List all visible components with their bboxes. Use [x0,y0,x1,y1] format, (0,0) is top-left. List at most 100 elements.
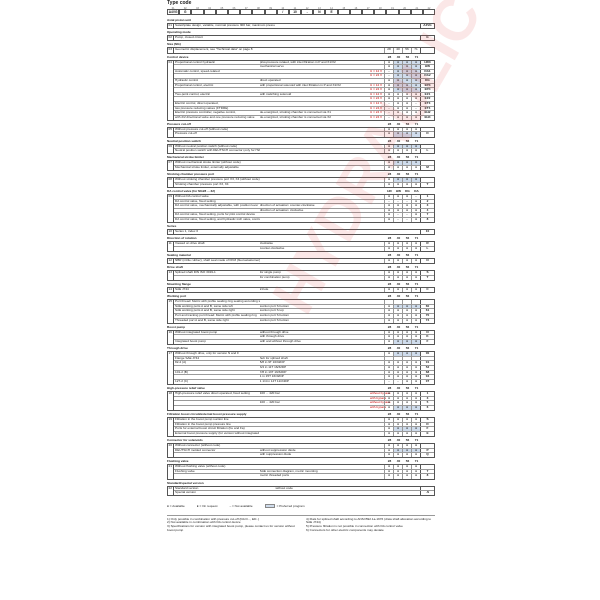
section-title: High-pressure relief valve [167,385,205,390]
option-row: Filtration in the boost pump suction lin… [174,417,434,423]
section-header: High-pressure relief valve 28 40 56 71 [167,385,435,391]
availability-cell: ● [384,313,393,318]
availability-cell: ● [393,318,402,323]
option-text: Neutral position switch with DEUTSCH con… [175,149,260,153]
availability-cell: ● [384,287,393,293]
availability-cell: ● [402,443,411,448]
availability-cell: ● [393,106,402,111]
availability-cell: ● [411,217,420,223]
option-text [174,366,260,370]
footnote: 3) Specifications for version with integ… [167,524,295,532]
availability-cell: ● [384,60,393,65]
availability-cell: ● [402,465,411,469]
option-code: 01 [420,361,434,365]
option-detail [275,36,406,40]
availability-cell: ● [402,330,411,335]
section-header: Connector for solenoids 28 40 56 71 [167,437,435,443]
option-detail [260,432,370,436]
size-header: 40 [396,138,401,143]
footnote: 5) Pressure filtration is not possible i… [306,524,403,529]
code-cell: 10/ [276,7,289,15]
availability-cell: ● [402,60,411,65]
option-code: 1 [420,391,434,396]
availability-cell: ● [402,208,411,213]
option-condition [370,247,384,251]
availability-cell: ● [411,199,420,204]
option-text [174,375,260,379]
code-cell: 16 [349,7,362,15]
availability-cell: ● [411,178,420,182]
option-condition [370,213,384,217]
availability-cell: ● [384,422,393,427]
option-row: Threaded port A and B, same side right su… [174,318,434,323]
option-row: Without integrated boost pump without thr… [174,330,434,336]
position-number: 22 [168,486,174,496]
code-cell: 13 N [313,7,326,15]
size-header: 40 [396,346,401,351]
option-text: DEUTSCH molded connector [175,448,216,452]
option-text [174,453,260,457]
size-header: 40 [396,253,401,258]
availability-cell: ● [393,110,402,115]
code-position: 22 [427,7,431,10]
option-condition [370,218,384,222]
option-condition [370,259,384,263]
option-condition [370,300,384,304]
option-condition: U = 24 V [370,96,383,101]
option-row: with through drive ● ● ● ● K [174,335,434,341]
option-text: DA control valve, mechanically adjustabl… [175,204,259,208]
section: Series 10 Series 1, index 0 10 [167,224,435,236]
position-number: 15 [168,300,174,323]
footnote: 1) Only possible in combination with pre… [167,516,260,521]
section-box: 18 High-pressure relief valve direct oper… [167,390,435,411]
section-box: 15 Port thread: Metric with profile seali… [167,299,435,324]
availability-cell: ● [411,92,420,97]
option-row: SAE J744 2-hole ● ● ● ● C [174,287,434,293]
size-header: 40 [396,411,401,416]
option-text: two pressure reducing valves (FTDRE) [175,106,229,110]
option-detail: with suppression diode [259,453,292,457]
section-header: Drive shaft 28 40 56 71 [167,266,435,270]
availability-cell: ● [402,469,411,474]
availability-cell: ● [384,365,393,370]
code-header [421,439,435,443]
option-code [420,443,434,448]
availability-cell: ● [393,127,402,132]
size-header: 40 [396,236,401,241]
legend-preferred-label: = Preferred program [276,504,305,509]
option-detail [260,97,370,101]
option-code: 3 [420,396,434,401]
code-value: A4VG [168,10,178,14]
option-detail [260,213,370,217]
size-header: 28 [387,346,392,351]
code-header [421,295,435,299]
availability-cell: ● [384,469,393,474]
position-number: 07 [168,161,174,171]
size-header: 71 [414,54,419,59]
availability-cell [402,356,411,361]
option-text: Port thread: Metric with profile sealing… [175,300,260,304]
section-box: 17 Without through drive, only for versio… [167,351,435,385]
availability-cell: ● [393,422,402,427]
option-row: Proportional control, electric with propo… [174,83,434,89]
option-code: 68 [420,370,434,375]
option-row: Integrated boost pump with and without th… [174,339,434,345]
availability-cell: ● [393,365,402,370]
option-condition: U = 12 V [370,91,383,96]
option-condition [370,166,384,170]
section-header: Mechanical stroke limiter 28 40 56 71 [167,156,435,160]
code-cell: 01 A4VG [167,7,180,15]
legend-preferred: = Preferred program [264,504,305,509]
option-condition [370,361,384,365]
option-row: Without DA control valve ● ● ● –1 [174,194,434,200]
option-text [174,209,260,213]
availability-cell: ● [402,194,411,199]
option-code: -S [420,490,434,496]
availability-cell: ● [393,474,402,479]
position-number: 13 [168,271,174,281]
section: Working port 28 40 56 71 15 Port thread: Metri… [167,294,435,324]
option-rows: Proportional control hydraulic pilot-pres… [174,60,434,120]
code-cell: 02 G [179,7,192,15]
section-title: Connector for solenoids [167,437,203,442]
option-condition [370,335,384,339]
